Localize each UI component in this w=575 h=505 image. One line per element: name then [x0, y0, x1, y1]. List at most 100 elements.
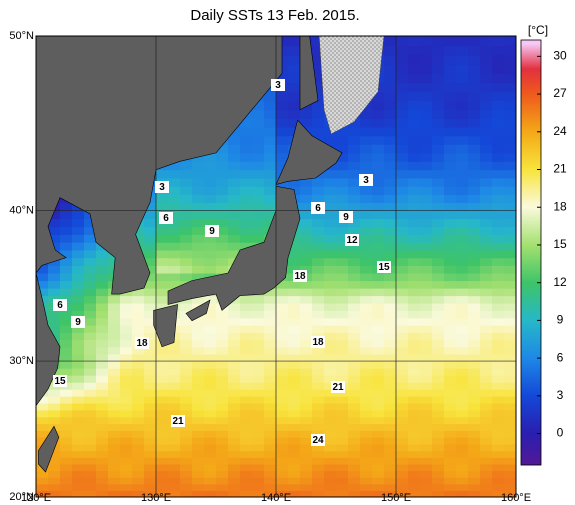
sst-cell	[84, 450, 97, 458]
sst-cell	[84, 280, 97, 289]
sst-cell	[288, 257, 301, 266]
sst-cell	[504, 242, 516, 251]
sst-cell	[168, 443, 181, 452]
sst-cell	[468, 169, 481, 179]
sst-cell	[420, 210, 433, 220]
sst-cell	[372, 127, 385, 137]
sst-cell	[72, 226, 85, 235]
sst-cell	[456, 265, 469, 274]
sst-cell	[312, 186, 325, 195]
sst-cell	[468, 490, 481, 497]
colorbar-strip	[521, 129, 541, 131]
colorbar-strip	[521, 263, 541, 265]
lat-label: 20°N	[9, 491, 34, 503]
sst-cell	[312, 403, 325, 411]
sst-cell	[384, 477, 397, 485]
sst-cell	[180, 317, 193, 326]
sst-cell	[408, 100, 421, 111]
sst-cell	[396, 135, 409, 145]
sst-cell	[384, 186, 397, 195]
colorbar-strip	[521, 393, 541, 395]
sst-cell	[372, 177, 385, 187]
colorbar-strip	[521, 268, 541, 270]
sst-cell	[312, 73, 325, 84]
sst-cell	[396, 36, 409, 47]
sst-cell	[96, 389, 109, 397]
sst-cell	[96, 332, 109, 341]
colorbar-strip	[521, 306, 541, 308]
sst-cell	[360, 332, 373, 341]
sst-cell	[492, 483, 505, 491]
sst-cell	[48, 226, 61, 235]
sst-cell	[432, 443, 445, 452]
sst-cell	[240, 186, 253, 195]
sst-cell	[300, 210, 313, 220]
sst-cell	[384, 152, 397, 162]
sst-cell	[492, 375, 505, 383]
sst-cell	[468, 45, 481, 56]
sst-cell	[300, 249, 313, 259]
sst-cell	[192, 202, 205, 212]
sst-cell	[132, 423, 145, 431]
sst-cell	[48, 288, 61, 297]
sst-cell	[84, 288, 97, 297]
sst-cell	[432, 249, 445, 259]
sst-cell	[336, 177, 349, 187]
sst-cell	[432, 339, 445, 348]
sst-cell	[444, 265, 457, 274]
sst-cell	[204, 437, 217, 445]
sst-cell	[84, 257, 97, 266]
sst-cell	[312, 375, 325, 383]
sst-cell	[396, 457, 409, 465]
sst-cell	[360, 339, 373, 348]
sst-cell	[288, 73, 301, 84]
sst-cell	[336, 396, 349, 404]
sst-cell	[504, 161, 516, 171]
sst-cell	[408, 416, 421, 425]
sst-cell	[60, 310, 73, 319]
sst-cell	[216, 339, 229, 348]
colorbar-strip	[521, 193, 541, 195]
sst-cell	[324, 186, 337, 195]
colorbar-strip	[521, 411, 541, 413]
sst-cell	[300, 389, 313, 397]
colorbar-strip	[521, 462, 541, 464]
colorbar-strip	[521, 451, 541, 453]
sst-cell	[408, 430, 421, 438]
sst-cell	[480, 218, 493, 228]
sst-cell	[492, 135, 505, 145]
sst-cell	[120, 375, 133, 383]
sst-cell	[240, 450, 253, 458]
sst-cell	[408, 169, 421, 179]
sst-cell	[384, 375, 397, 383]
sst-cell	[456, 430, 469, 438]
sst-cell	[348, 169, 361, 179]
sst-cell	[276, 73, 289, 84]
sst-cell	[444, 303, 457, 311]
sst-cell	[420, 249, 433, 259]
sst-cell	[504, 100, 516, 111]
sst-cell	[48, 403, 61, 411]
sst-cell	[456, 161, 469, 171]
sst-cell	[252, 477, 265, 485]
sst-cell	[72, 339, 85, 348]
sst-cell	[348, 310, 361, 319]
colorbar-strip	[521, 58, 541, 60]
sst-cell	[168, 169, 181, 179]
sst-cell	[144, 332, 157, 341]
sst-cell	[252, 396, 265, 404]
sst-cell	[324, 310, 337, 319]
sst-cell	[408, 437, 421, 445]
sst-cell	[420, 186, 433, 195]
colorbar-strip	[521, 461, 541, 463]
sst-cell	[240, 490, 253, 497]
colorbar-strip	[521, 286, 541, 288]
sst-cell	[288, 368, 301, 376]
lon-label: 130°E	[141, 492, 171, 504]
colorbar-strip	[521, 265, 541, 267]
colorbar-strip	[521, 111, 541, 113]
sst-cell	[60, 443, 73, 452]
colorbar-strip	[521, 277, 541, 279]
